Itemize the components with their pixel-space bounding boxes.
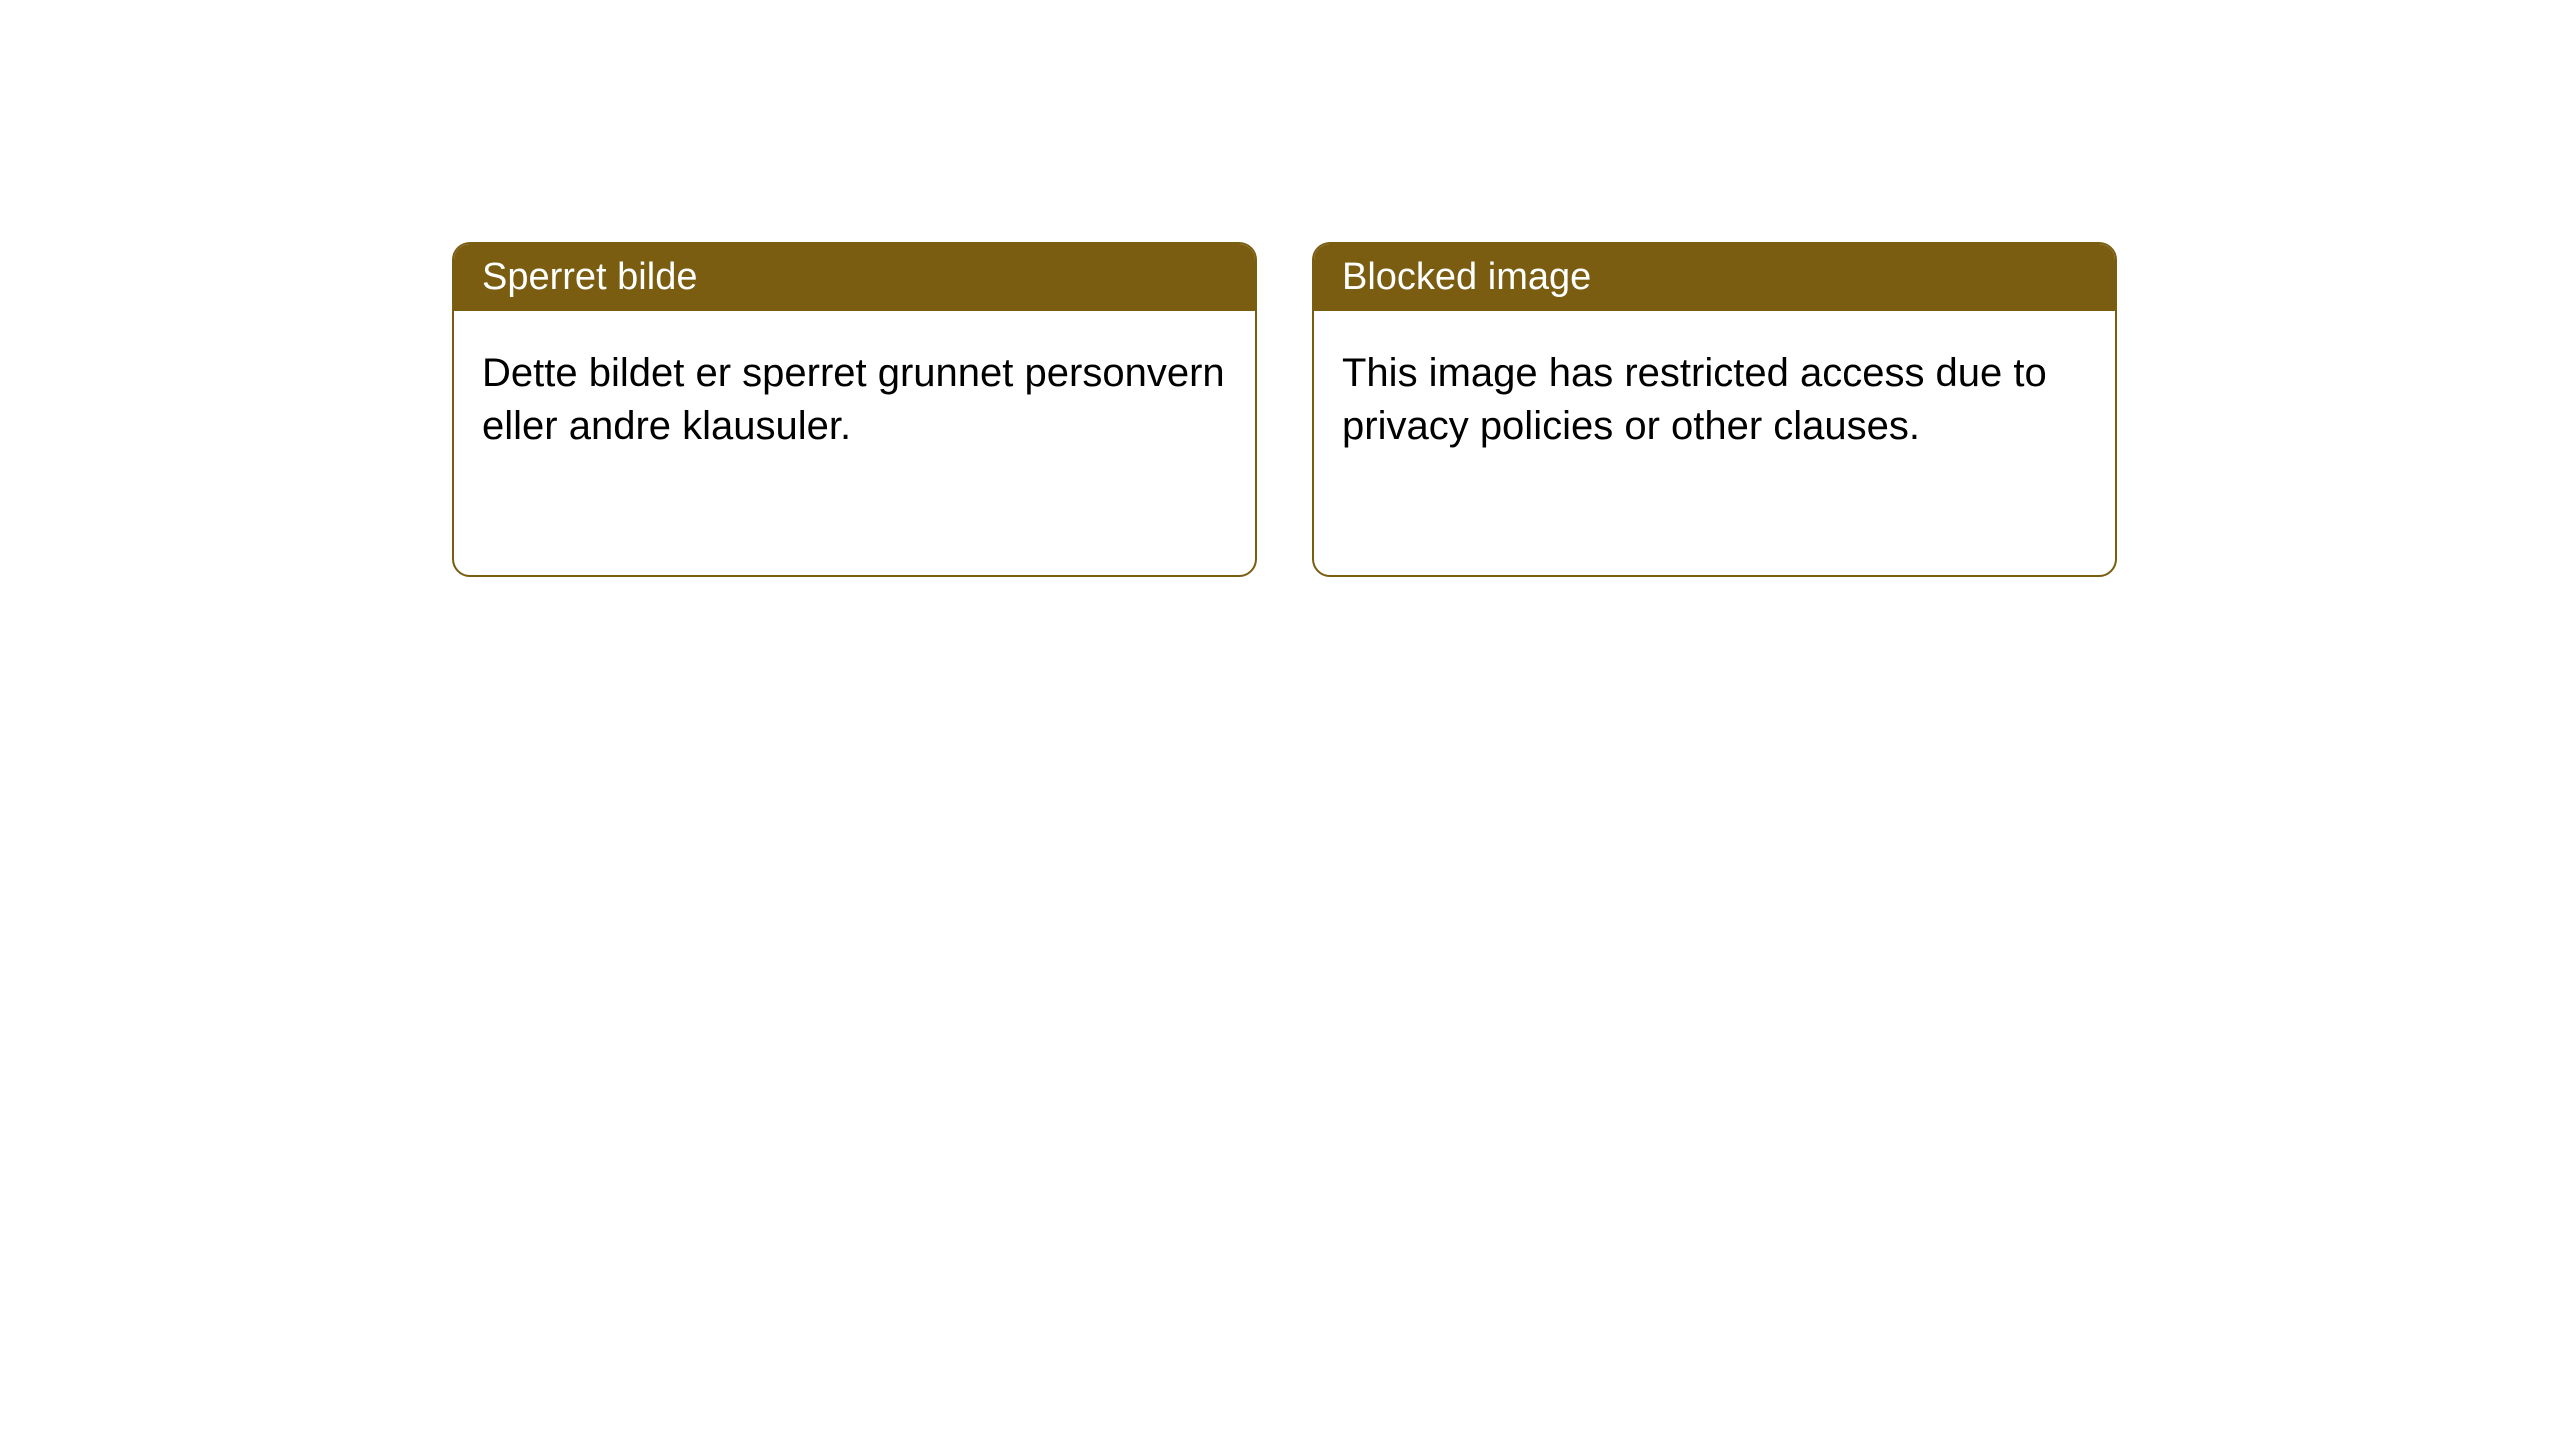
- notice-message: Dette bildet er sperret grunnet personve…: [454, 311, 1255, 489]
- notice-container: Sperret bilde Dette bildet er sperret gr…: [452, 242, 2117, 577]
- notice-title: Sperret bilde: [454, 244, 1255, 311]
- notice-title: Blocked image: [1314, 244, 2115, 311]
- notice-card-norwegian: Sperret bilde Dette bildet er sperret gr…: [452, 242, 1257, 577]
- notice-card-english: Blocked image This image has restricted …: [1312, 242, 2117, 577]
- notice-message: This image has restricted access due to …: [1314, 311, 2115, 489]
